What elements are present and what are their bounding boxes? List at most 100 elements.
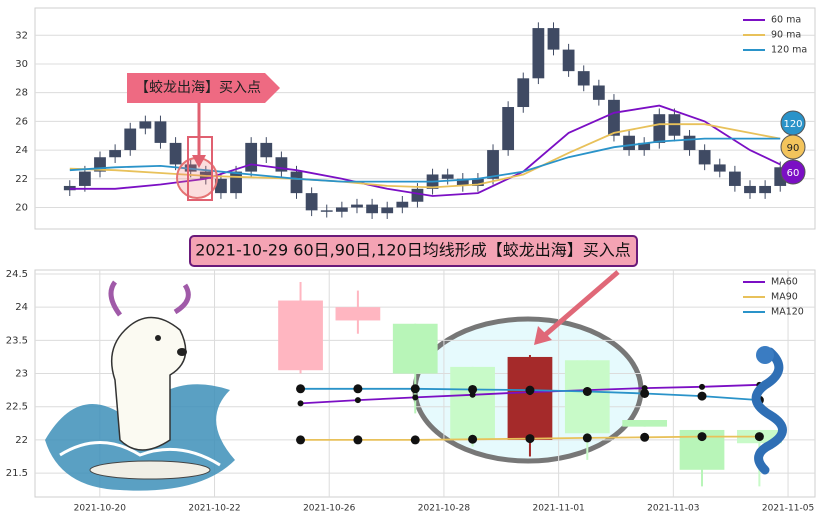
candle-body <box>260 142 273 158</box>
legend-label: 60 ma <box>771 15 801 26</box>
candle-body <box>487 150 499 179</box>
candle-body <box>109 150 122 158</box>
legend-label: MA90 <box>771 292 798 303</box>
decoration <box>45 280 787 491</box>
candle-body <box>562 49 575 72</box>
candle-body <box>392 323 438 374</box>
candle-body <box>564 360 610 434</box>
candle-body <box>335 207 348 212</box>
candle-body <box>472 178 484 186</box>
surfboard <box>89 460 211 480</box>
ma-line <box>69 104 781 197</box>
candle-body <box>275 157 288 172</box>
ma-point <box>525 434 535 444</box>
candle-body <box>456 178 469 186</box>
candle-body <box>698 150 711 165</box>
x-tick-label: 2021-11-03 <box>647 504 699 514</box>
ma-badge-label: 90 <box>787 143 800 154</box>
ma-point <box>697 432 707 442</box>
ma-badge-label: 120 <box>783 119 802 130</box>
ma-point <box>296 435 306 445</box>
y-tick-label: 24 <box>15 302 28 313</box>
chart: 21.5 22 22.5 23 23.5 24 24.5 2021-10-20 2021-10-… <box>6 235 816 514</box>
ma-point <box>412 394 419 401</box>
annotation-text: 2021-10-29 60日,90日,120日均线形成【蛟龙出海】买入点 <box>195 241 631 260</box>
candle-body <box>507 356 553 440</box>
candle-body <box>305 193 318 211</box>
x-tick-label: 2021-10-20 <box>74 504 127 514</box>
candle-body <box>290 171 303 194</box>
plot-area <box>34 7 816 230</box>
callout-arrow-head <box>534 326 552 345</box>
legend-label: 120 ma <box>771 45 807 56</box>
ma-point <box>640 432 650 442</box>
candle-body <box>577 71 590 86</box>
y-tick-label: 20 <box>15 202 28 213</box>
legend-label: MA120 <box>771 307 804 318</box>
legend-label: 90 ma <box>771 30 801 41</box>
dog-horns <box>108 280 191 317</box>
candle-body <box>774 167 787 186</box>
ma-point <box>754 432 764 442</box>
candle-body <box>335 307 381 321</box>
candle-body <box>713 164 726 172</box>
candle-body <box>622 420 668 427</box>
y-tick-label: 24.5 <box>6 269 28 280</box>
wave-foam <box>59 441 221 467</box>
y-tick-label: 23 <box>15 369 28 380</box>
plot-area <box>34 269 816 498</box>
candle-body <box>320 210 333 212</box>
y-tick-label: 24 <box>15 145 28 156</box>
candle-body <box>502 107 515 151</box>
candle-body <box>124 128 137 151</box>
legend-label: MA60 <box>771 277 798 288</box>
candle-body <box>154 121 167 143</box>
candle-body <box>278 300 323 371</box>
ma-point <box>297 400 304 407</box>
x-tick-label: 2021-11-01 <box>532 504 584 514</box>
ma-point <box>697 391 707 401</box>
x-tick-label: 2021-10-22 <box>188 504 240 514</box>
candle-body <box>728 171 741 186</box>
candle-body <box>441 174 454 179</box>
annotation-box <box>189 235 638 267</box>
candle-body <box>78 171 91 186</box>
x-tick-label: 2021-11-05 <box>762 504 814 514</box>
x-tick-label: 2021-10-28 <box>418 504 471 514</box>
ma-point <box>468 384 478 394</box>
y-tick-label: 32 <box>15 30 28 41</box>
ma-line <box>69 137 781 183</box>
annotation-text: 【蛟龙出海】买入点 <box>135 80 261 96</box>
ma-point <box>582 386 592 396</box>
candle-body <box>547 28 560 50</box>
candle-body <box>396 201 409 208</box>
ma-point <box>699 383 706 390</box>
candle-body <box>351 204 363 208</box>
candle-body <box>744 185 756 194</box>
dog-eye <box>155 335 161 341</box>
ma-point <box>354 397 361 404</box>
candle-body <box>592 85 605 100</box>
ma-point <box>525 385 535 395</box>
chart: 20 22 24 26 28 30 32 60 ma 90 ma 120 ma 120 90 60 【蛟龙… <box>15 7 816 230</box>
candle-body <box>638 142 651 151</box>
y-tick-label: 21.5 <box>6 468 28 479</box>
ma-line <box>69 123 781 189</box>
ma-point <box>410 384 420 394</box>
ma-badge-label: 60 <box>787 168 800 179</box>
candle-body <box>169 142 182 165</box>
candle-body <box>517 78 530 108</box>
candle-body <box>139 121 152 129</box>
y-tick-label: 22 <box>15 435 28 446</box>
candle-body <box>63 185 76 191</box>
ma-point <box>640 388 650 398</box>
ma-point <box>468 434 478 444</box>
y-tick-label: 26 <box>15 116 28 127</box>
annotation-arrow-box <box>127 73 280 103</box>
candle-body <box>94 157 106 172</box>
candle-body <box>683 135 696 151</box>
dragon <box>751 347 787 475</box>
candle-body <box>450 366 495 440</box>
candle-body <box>653 114 666 143</box>
